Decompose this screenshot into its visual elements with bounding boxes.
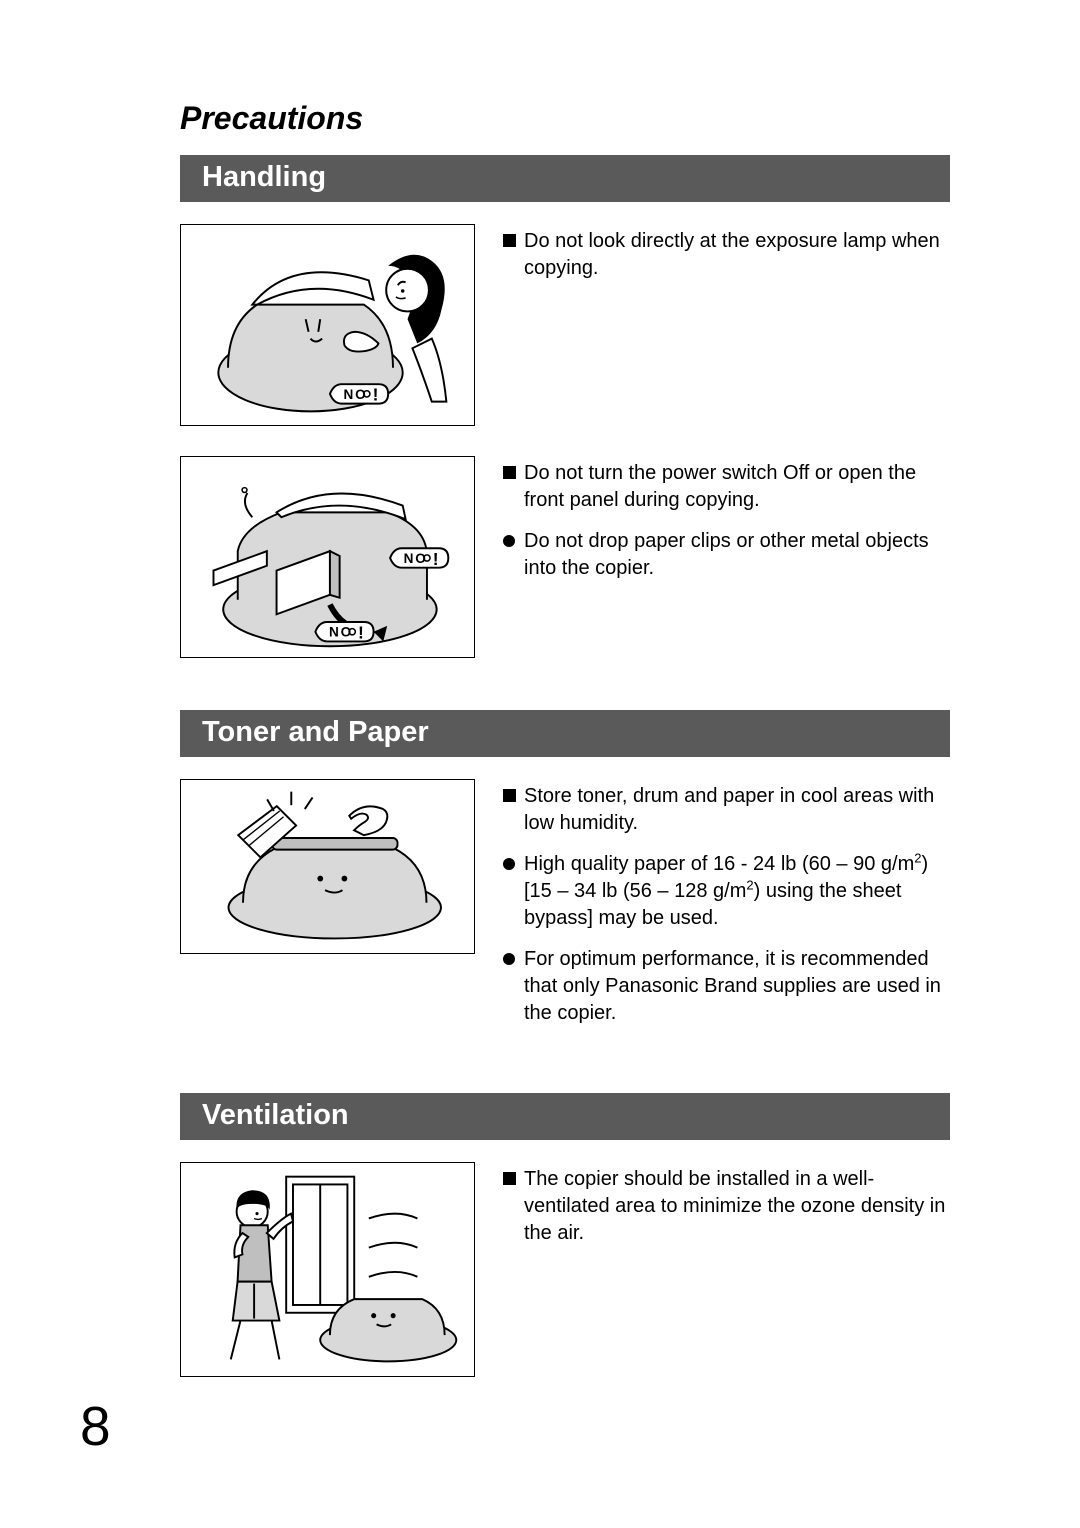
bullet-text: For optimum performance, it is recommend… [524, 946, 950, 1027]
bullet-item: For optimum performance, it is recommend… [503, 946, 950, 1027]
content-row: The copier should be installed in a well… [180, 1162, 950, 1377]
section-heading: Toner and Paper [180, 710, 950, 757]
bullet-item: High quality paper of 16 - 24 lb (60 – 9… [503, 851, 950, 932]
bullet-text: High quality paper of 16 - 24 lb (60 – 9… [524, 851, 950, 932]
bullet-text: Do not turn the power switch Off or open… [524, 460, 950, 514]
text-column: Do not look directly at the exposure lam… [503, 224, 950, 296]
bullet-text: Do not look directly at the exposure lam… [524, 228, 950, 282]
svg-text:!: ! [433, 549, 439, 569]
document-page: Precautions Handling N O ! Do not look d… [0, 0, 1080, 1377]
section-heading: Handling [180, 155, 950, 202]
square-bullet-icon [503, 466, 516, 479]
bullet-item: The copier should be installed in a well… [503, 1166, 950, 1247]
page-number: 8 [80, 1394, 111, 1458]
bullet-text: The copier should be installed in a well… [524, 1166, 950, 1247]
section-heading: Ventilation [180, 1093, 950, 1140]
page-title: Precautions [180, 100, 950, 137]
illustration: N O ! N O ! [180, 456, 475, 658]
svg-text:!: ! [358, 623, 364, 643]
square-bullet-icon [503, 234, 516, 247]
bullet-text: Do not drop paper clips or other metal o… [524, 528, 950, 582]
text-column: Store toner, drum and paper in cool area… [503, 779, 950, 1041]
bullet-item: Do not turn the power switch Off or open… [503, 460, 950, 514]
svg-text:N: N [344, 387, 355, 402]
content-row: N O ! N O ! Do not turn the power switch… [180, 456, 950, 658]
illustration [180, 779, 475, 954]
content-row: N O ! Do not look directly at the exposu… [180, 224, 950, 426]
illustration: N O ! [180, 224, 475, 426]
circle-bullet-icon [503, 535, 515, 547]
svg-text:N: N [404, 551, 415, 566]
bullet-item: Store toner, drum and paper in cool area… [503, 783, 950, 837]
illustration [180, 1162, 475, 1377]
text-column: The copier should be installed in a well… [503, 1162, 950, 1261]
svg-text:N: N [329, 625, 340, 640]
square-bullet-icon [503, 789, 516, 802]
bullet-item: Do not look directly at the exposure lam… [503, 228, 950, 282]
svg-text:!: ! [373, 385, 379, 405]
circle-bullet-icon [503, 953, 515, 965]
sections-container: Handling N O ! Do not look directly at t… [180, 155, 950, 1377]
square-bullet-icon [503, 1172, 516, 1185]
circle-bullet-icon [503, 858, 515, 870]
bullet-text: Store toner, drum and paper in cool area… [524, 783, 950, 837]
content-row: Store toner, drum and paper in cool area… [180, 779, 950, 1041]
text-column: Do not turn the power switch Off or open… [503, 456, 950, 596]
bullet-item: Do not drop paper clips or other metal o… [503, 528, 950, 582]
